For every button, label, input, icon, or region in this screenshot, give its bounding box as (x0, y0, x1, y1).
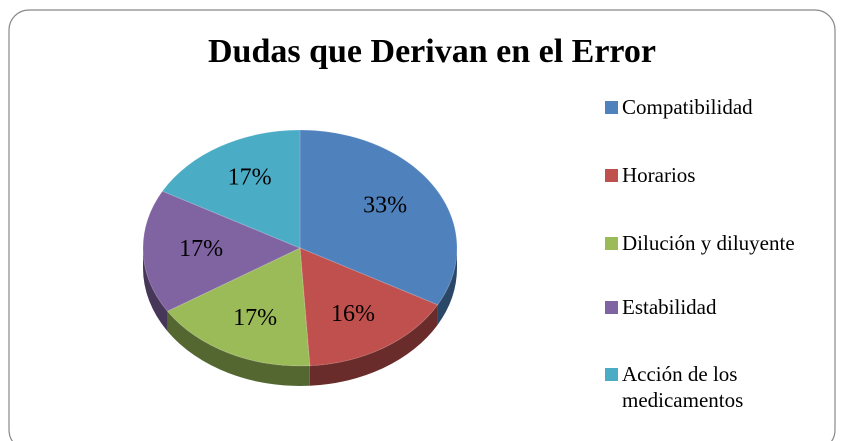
legend-item: Acción de los medicamentos (605, 361, 830, 413)
legend-label: Acción de los medicamentos (622, 362, 744, 412)
pie-slice (166, 247, 311, 367)
data-label: 16% (331, 301, 375, 327)
pie-slice (161, 129, 301, 249)
legend-item: Dilución y diluyente (605, 230, 830, 256)
legend-swatch (605, 169, 618, 182)
legend-label: Horarios (622, 163, 696, 187)
legend-swatch (605, 301, 618, 314)
legend-swatch (605, 368, 618, 381)
pie-slice (142, 190, 302, 312)
pie-slice (299, 247, 439, 367)
pie-slice (299, 129, 458, 306)
legend-label: Estabilidad (622, 295, 717, 319)
legend-item: Compatibilidad (605, 94, 830, 120)
legend-item: Horarios (605, 162, 830, 188)
legend-item: Estabilidad (605, 294, 830, 320)
legend-label: Compatibilidad (622, 95, 753, 119)
legend-swatch (605, 101, 618, 114)
data-label: 17% (179, 236, 223, 262)
legend-swatch (605, 237, 618, 250)
chart-title: Dudas que Derivan en el Error (208, 33, 656, 70)
legend-label: Dilución y diluyente (622, 231, 795, 255)
data-label: 33% (363, 193, 407, 219)
slice-side (309, 304, 438, 386)
slice-side (167, 311, 310, 386)
slice-side (143, 248, 168, 332)
data-label: 17% (228, 164, 272, 190)
slice-side (437, 248, 457, 325)
data-label: 17% (233, 305, 277, 331)
